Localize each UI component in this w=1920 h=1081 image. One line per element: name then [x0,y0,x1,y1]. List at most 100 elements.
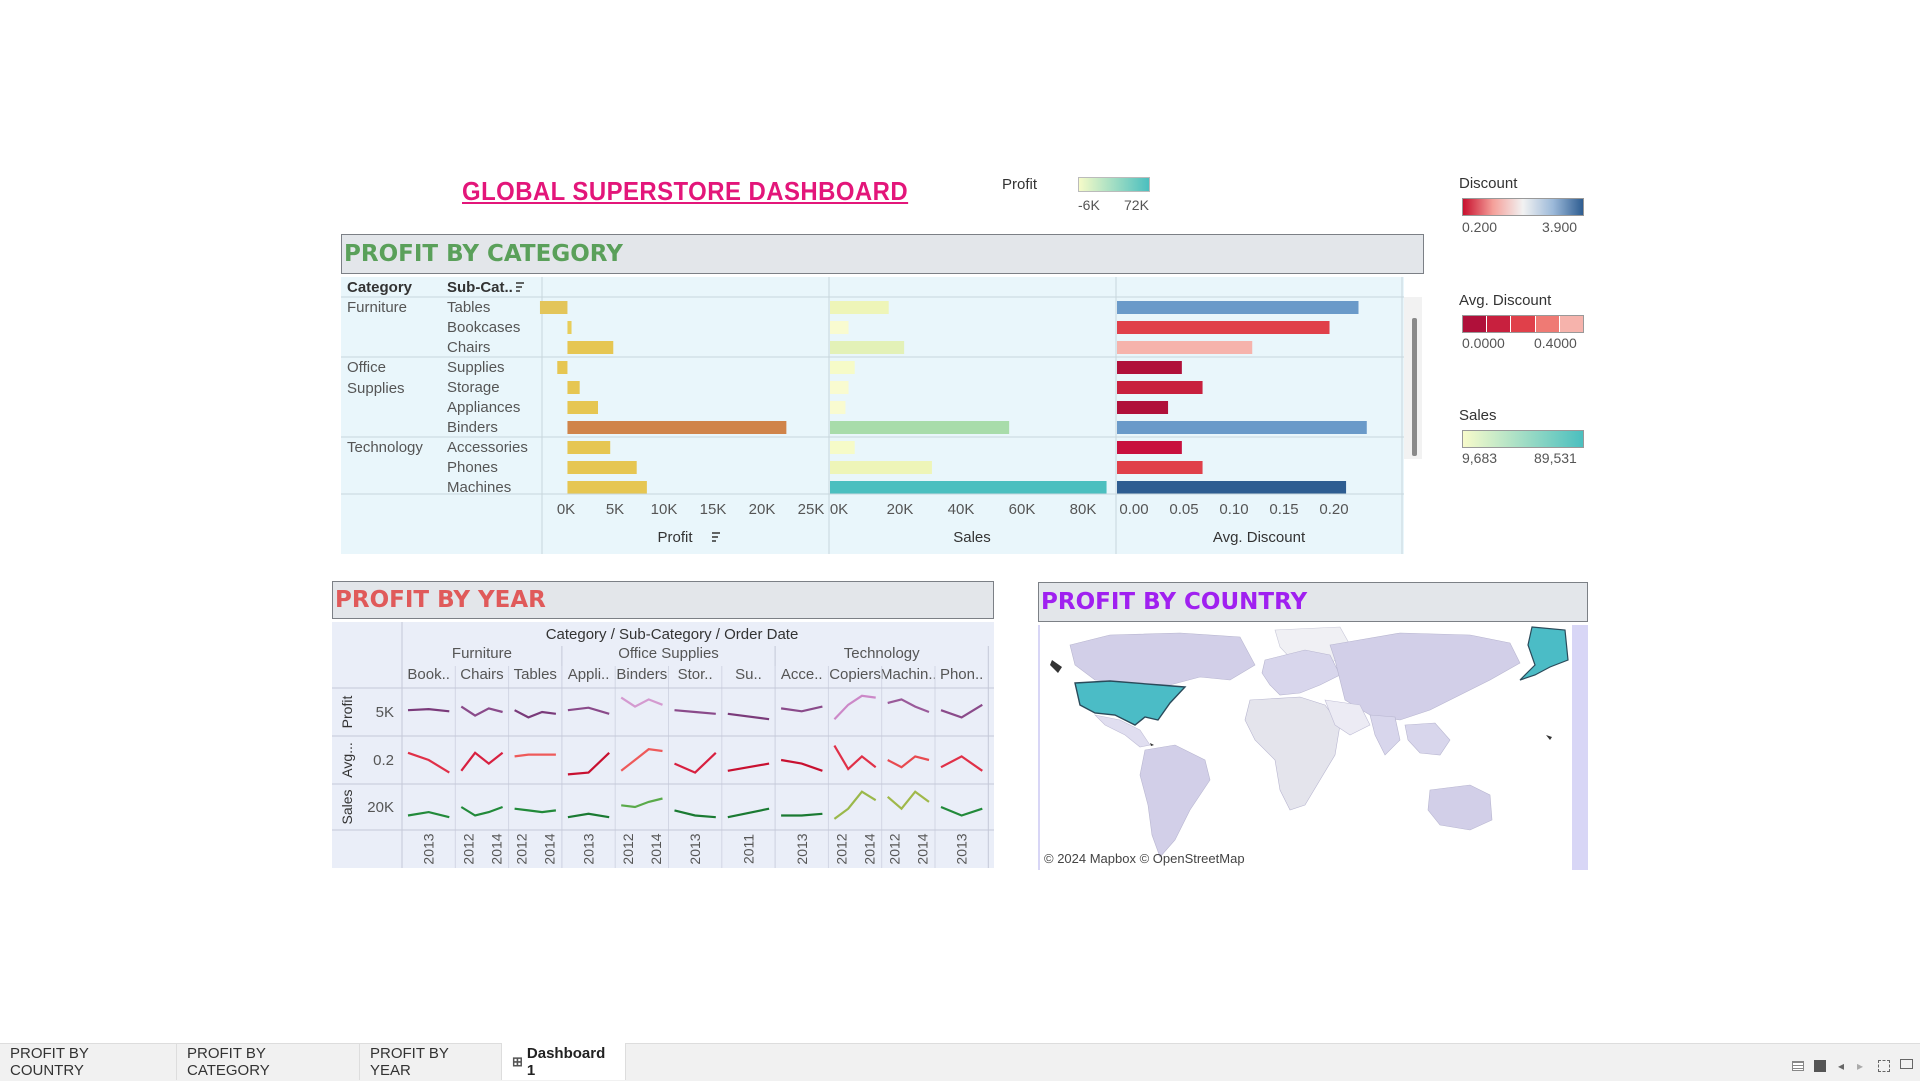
map-mexico[interactable] [1094,714,1151,748]
sales-bar [830,481,1107,494]
year-line-avg [674,752,717,774]
year-line-avg [727,762,770,772]
discount-axis-tick: 0.15 [1269,501,1298,518]
year-line-profit [460,705,503,717]
grid-icon[interactable] [1792,1061,1804,1071]
map-attribution[interactable]: © 2024 Mapbox © OpenStreetMap [1044,851,1245,866]
map-middle-east[interactable] [1324,699,1371,736]
share-icon[interactable] [1900,1059,1913,1069]
map-alaska-right[interactable] [1519,626,1569,681]
avg-discount-legend-min: 0.0000 [1462,335,1505,351]
year-subcategory-label: Acce.. [781,666,823,683]
world-map[interactable] [1040,625,1572,870]
year-line-profit [514,709,557,719]
map-hawaii[interactable] [1546,735,1552,740]
profit-bar [567,401,598,414]
year-category-label: Technology [844,645,920,662]
avg-discount-bar [1117,321,1330,334]
avg-discount-bar [1117,421,1367,434]
map-asia[interactable] [1329,632,1521,721]
map-canada[interactable] [1069,632,1256,686]
avg-discount-legend-step [1534,316,1559,332]
year-line-avg [940,755,983,772]
year-axis-label: 2014 [648,833,664,864]
map-india[interactable] [1369,714,1401,756]
tab-profit-by-category[interactable]: PROFIT BY CATEGORY [177,1043,360,1080]
profit-by-year-panel: Category / Sub-Category / Order Date Furn… [332,622,994,868]
profit-bar [567,381,580,394]
year-line-profit [940,703,983,719]
map-europe[interactable] [1261,649,1341,696]
profit-sort-icon [712,532,720,542]
year-subcategory-label: Machin.. [880,666,937,683]
next-icon[interactable]: ▸ [1857,1059,1864,1073]
year-line-sales [674,809,716,819]
map-se-asia[interactable] [1404,722,1451,756]
subcategory-label: Appliances [447,399,520,416]
subcategory-label: Phones [447,459,498,476]
discount-axis-tick: 0.10 [1219,501,1248,518]
subcategory-label: Supplies [447,359,505,376]
year-line-profit [407,707,450,713]
year-subcategory-label: Tables [514,666,557,683]
presentation-icon[interactable] [1814,1060,1826,1072]
profit-legend-max: 72K [1124,197,1149,213]
tab-profit-by-year[interactable]: PROFIT BY YEAR [360,1043,502,1080]
year-line-profit [620,696,663,708]
avg-discount-bar [1117,361,1182,374]
year-line-sales [460,805,503,817]
avg-discount-bar [1117,481,1347,494]
year-axis-label: 2012 [833,833,849,864]
avg-discount-bar [1117,441,1182,454]
profit-by-country-map[interactable]: © 2024 Mapbox © OpenStreetMap [1038,625,1588,870]
year-line-avg [620,748,663,772]
map-australia[interactable] [1427,784,1493,831]
year-subcategory-label: Book.. [407,666,450,683]
subcategory-label: Accessories [447,439,528,456]
year-line-sales [567,812,610,819]
year-line-sales [886,790,930,811]
avg-discount-legend-max: 0.4000 [1534,335,1577,351]
dashboard-title: GLOBAL SUPERSTORE DASHBOARD [462,176,909,206]
year-line-profit [887,698,930,714]
map-africa[interactable] [1244,696,1341,811]
year-axis-label: 2012 [620,833,636,864]
map-puerto-rico[interactable] [1150,743,1154,746]
sales-axis-tick: 0K [830,501,848,518]
category-scrollbar-thumb[interactable] [1412,318,1417,456]
year-line-sales [940,805,983,817]
profit-legend-gradient [1078,177,1150,192]
sales-legend-gradient [1462,430,1584,448]
year-axis-label: 2013 [794,833,810,864]
tab-dashboard-1[interactable]: ⊞ Dashboard 1 [502,1043,626,1080]
discount-axis-tick: 0.05 [1169,501,1198,518]
sales-bar [830,321,849,334]
subcategory-label: Bookcases [447,319,520,336]
avg-discount-bar [1117,341,1253,354]
year-axis-label: 2014 [488,833,504,864]
sales-axis-tick: 80K [1070,501,1097,518]
year-line-avg [460,751,504,772]
year-axis-label: 2012 [460,833,476,864]
fullscreen-icon[interactable] [1878,1060,1890,1072]
profit-axis-tick: 0K [557,501,575,518]
avg-discount-legend-step [1486,316,1511,332]
map-usa[interactable] [1074,680,1187,726]
prev-icon[interactable]: ◂ [1838,1059,1845,1073]
year-row-label: Sales [339,789,355,824]
map-alaska-left[interactable] [1050,660,1062,673]
map-south-america[interactable] [1139,744,1211,858]
profit-by-year-header: PROFIT BY YEAR [332,581,994,619]
sales-axis-tick: 20K [887,501,914,518]
profit-axis-tick: 10K [651,501,678,518]
year-line-sales [781,812,823,817]
year-line-profit [780,705,823,713]
tab-profit-by-country[interactable]: PROFIT BY COUNTRY [0,1043,177,1080]
profit-bar [567,481,647,494]
year-category-label: Office Supplies [618,645,719,662]
avg-discount-legend-step [1463,316,1487,332]
discount-legend-gradient [1462,198,1584,216]
col-header-subcategory: Sub-Cat.. [447,279,513,296]
discount-axis-tick: 0.20 [1319,501,1348,518]
sales-legend-max: 89,531 [1534,450,1577,466]
